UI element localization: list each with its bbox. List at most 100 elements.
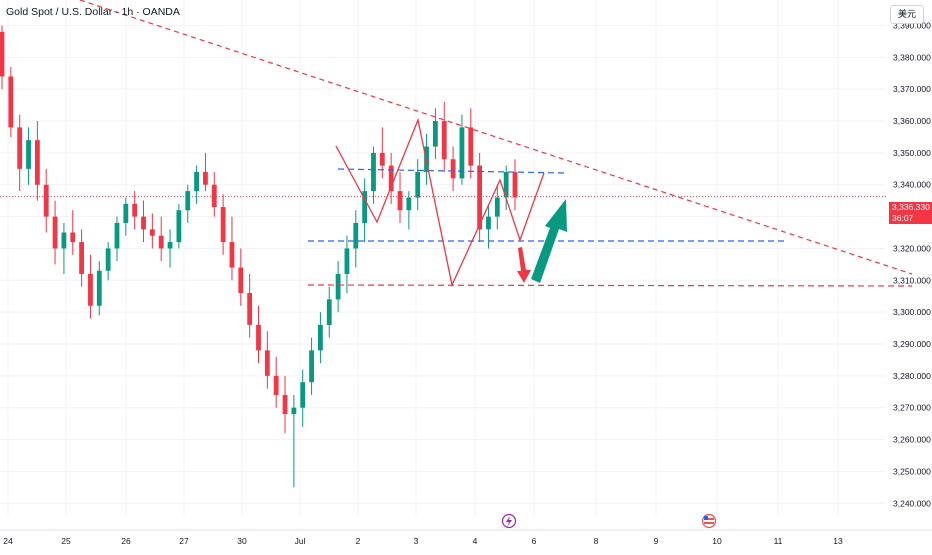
candle xyxy=(300,369,306,427)
time-tick-label: 4 xyxy=(473,536,478,546)
candle-body xyxy=(0,31,5,77)
resistance-level-line[interactable] xyxy=(337,168,567,174)
price-tick-label: 3,360.000 xyxy=(893,116,931,126)
candles-layer xyxy=(0,25,518,488)
candle-body xyxy=(344,248,350,274)
time-tick-label: 11 xyxy=(774,536,783,546)
candle xyxy=(282,375,288,434)
candle xyxy=(256,305,261,364)
candle-body xyxy=(512,172,518,198)
candle-body xyxy=(247,293,253,325)
candle-body xyxy=(300,382,306,408)
candle-body xyxy=(229,242,235,268)
symbol-title[interactable]: Gold Spot / U.S. Dollar · 1h · OANDA xyxy=(6,6,180,18)
candle xyxy=(494,184,500,230)
candle-body xyxy=(362,191,368,223)
time-tick-label: 26 xyxy=(121,536,131,546)
candle-body xyxy=(494,197,500,217)
candle-body xyxy=(185,191,191,211)
last-price-tag: 3,336.330 36:07 xyxy=(889,202,932,224)
candle xyxy=(132,191,138,230)
candle xyxy=(459,114,465,185)
descending-trendline[interactable] xyxy=(79,0,913,275)
candle xyxy=(397,172,403,223)
candle xyxy=(291,394,297,488)
candle-body xyxy=(167,242,173,249)
candle-body xyxy=(309,350,314,383)
candle xyxy=(26,127,31,185)
price-tick-label: 3,270.000 xyxy=(893,403,931,413)
candle xyxy=(273,356,279,408)
down-arrow[interactable] xyxy=(517,247,531,283)
candle-body xyxy=(256,324,261,351)
candle xyxy=(450,146,456,192)
candle xyxy=(362,178,368,243)
price-axis[interactable]: 3,390.000 3,380.000 3,370.000 3,360.000 3,35… xyxy=(893,20,931,508)
up-arrow[interactable] xyxy=(531,199,567,283)
candle xyxy=(432,108,438,160)
lightning-icon[interactable] xyxy=(501,513,517,529)
candle-body xyxy=(379,152,385,166)
candle xyxy=(353,210,359,268)
event-icons[interactable] xyxy=(501,513,717,529)
price-tick-label: 3,310.000 xyxy=(893,275,931,285)
time-tick-label: Jul xyxy=(295,536,306,546)
candle xyxy=(344,235,350,294)
candle xyxy=(247,273,253,338)
candle-body xyxy=(105,248,111,271)
candle xyxy=(8,66,14,137)
candle xyxy=(468,108,474,179)
candle-body xyxy=(353,222,359,249)
price-tick-label: 3,250.000 xyxy=(893,466,931,476)
candle xyxy=(477,152,483,243)
candle-body xyxy=(273,375,279,395)
time-tick-label: 27 xyxy=(179,536,189,546)
us-flag-icon[interactable] xyxy=(701,513,717,529)
candle xyxy=(211,172,217,217)
price-tick-label: 3,350.000 xyxy=(893,148,931,158)
candle-body xyxy=(291,407,297,415)
candle xyxy=(149,213,155,249)
candle xyxy=(176,203,182,249)
time-tick-label: 2 xyxy=(356,536,361,546)
candle xyxy=(388,152,394,204)
candle xyxy=(167,229,173,268)
candle-body xyxy=(477,165,483,230)
candle xyxy=(512,159,518,211)
candle xyxy=(34,121,40,201)
currency-selector[interactable]: 美元 xyxy=(890,5,924,24)
price-tick-label: 3,340.000 xyxy=(893,180,931,190)
candle-body xyxy=(79,242,85,274)
candle xyxy=(335,261,341,313)
candle xyxy=(79,229,85,287)
candle-body xyxy=(61,232,67,249)
candle-body xyxy=(335,273,341,300)
candle-body xyxy=(318,324,323,351)
candle xyxy=(441,101,447,172)
candle xyxy=(141,200,146,243)
zigzag-pattern[interactable] xyxy=(335,117,545,288)
candle xyxy=(114,216,120,262)
candle xyxy=(406,191,412,230)
candle-body xyxy=(486,216,491,230)
candle-body xyxy=(459,127,465,179)
candle-body xyxy=(34,140,40,185)
time-tick-label: 25 xyxy=(61,536,71,546)
candle xyxy=(229,216,235,281)
candle xyxy=(185,184,191,223)
candle-body xyxy=(211,184,217,208)
candle-body xyxy=(132,203,138,217)
time-tick-label: 13 xyxy=(833,536,843,546)
candle xyxy=(96,261,102,316)
candle xyxy=(52,200,58,265)
candle xyxy=(0,25,5,90)
candle-body xyxy=(176,210,182,243)
candle xyxy=(194,165,199,204)
candle-body xyxy=(371,152,376,192)
time-axis[interactable]: 24 25 26 27 30 Jul 2 3 4 6 8 9 10 11 13 xyxy=(0,529,932,546)
support-level-line-red[interactable] xyxy=(307,284,913,287)
candle xyxy=(123,197,129,236)
